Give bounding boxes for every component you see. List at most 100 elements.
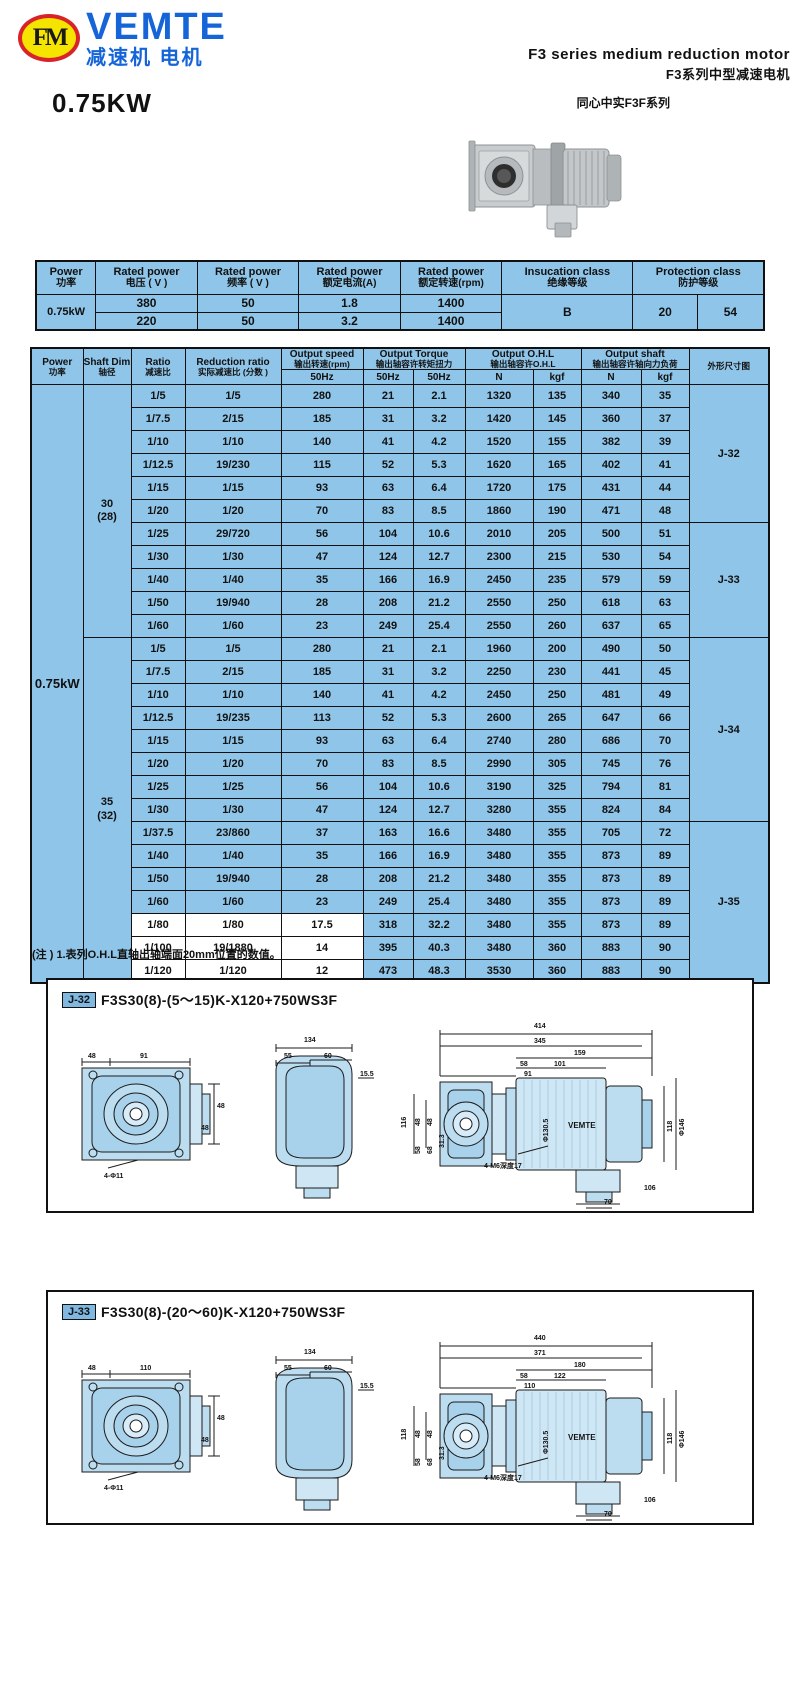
page-title: 0.75KW <box>52 88 152 118</box>
sub-shaft-n: N <box>580 369 642 386</box>
spec-speed-1: 1400 <box>399 293 503 313</box>
ohl-n-value: 1860 <box>464 499 534 524</box>
spec-header-row: Power 功率 Rated power 电压 ( V ) Rated powe… <box>35 260 765 295</box>
dim-118-j32: 118 <box>667 1121 674 1132</box>
dim-58b-j32: 58 <box>415 1146 422 1154</box>
drawing-title-j32: J-32 F3S30(8)-(5～15)K-X120+750WS3F <box>62 990 337 1010</box>
dim-phi305-j32: Φ130.5 <box>543 1119 550 1142</box>
ohl-n-value: 3480 <box>464 867 534 892</box>
reduction-ratio-value: 19/1880 <box>184 936 282 961</box>
drawing-code-j33: F3S30(8)-(20～60)K-X120+750WS3F <box>101 1304 346 1320</box>
shaft-kgf-value: 45 <box>640 660 690 685</box>
shaft-n-value: 705 <box>580 821 642 846</box>
table-row: 1/12.5 19/230 115 52 5.3 1620 165 402 41 <box>31 453 769 478</box>
output-speed-value: 93 <box>280 729 364 754</box>
reduction-ratio-value: 1/15 <box>184 729 282 754</box>
shaft-kgf-value: 59 <box>640 568 690 593</box>
main-col-dim-drawing: 外形尺寸图 <box>688 347 770 386</box>
table-row: 1/30 1/30 47 124 12.7 2300 215 530 54 <box>31 545 769 570</box>
main-col-reduction-ratio: Reduction ratio 实际减速比 (分数 ) <box>184 347 282 386</box>
torque-nm-value: 163 <box>362 821 414 846</box>
main-header-row-top: Power 功率 Shaft Dim 轴径 Ratio 减速比 Reductio… <box>30 347 770 386</box>
ratio-value: 1/25 <box>130 775 186 800</box>
output-speed-value: 93 <box>280 476 364 501</box>
table-row: 1/100 19/1880 14 395 40.3 3480 360 883 90 <box>31 936 769 961</box>
torque-nm-value: 166 <box>362 844 414 869</box>
company-logo: FM VEMTE 减速机 电机 <box>18 8 227 68</box>
shaft-n-value: 745 <box>580 752 642 777</box>
ohl-n-value: 1520 <box>464 430 534 455</box>
ratio-value: 1/20 <box>130 499 186 524</box>
shaft-n-value: 490 <box>580 637 642 662</box>
spec-col-power: Power 功率 <box>35 260 97 295</box>
spec-row-380v: 0.75kW 380 50 1.8 1400 B 20 54 <box>35 293 765 331</box>
reduction-ratio-value: 2/15 <box>184 660 282 685</box>
output-speed-value: 280 <box>280 384 364 409</box>
table-row: 1/25 1/25 56 104 10.6 3190 325 794 81 <box>31 775 769 800</box>
torque-kgfm-value: 16.9 <box>412 568 466 593</box>
sub-ohl-n: N <box>464 369 534 386</box>
dim-mid-a-j32: 134 <box>304 1037 316 1044</box>
dim-left-c-j32: 48 <box>217 1103 225 1110</box>
page-header: FM VEMTE 减速机 电机 0.75KW F3 series medium … <box>0 0 800 130</box>
dim-48b-j33: 48 <box>427 1430 434 1438</box>
dim-313-j33: 31.3 <box>439 1446 446 1460</box>
spec-col-insulation: Insucation class 绝缘等级 <box>501 260 634 295</box>
reduction-ratio-value: 1/40 <box>184 568 282 593</box>
output-speed-value: 17.5 <box>280 913 364 938</box>
ohl-kgf-value: 235 <box>532 568 582 593</box>
torque-kgfm-value: 3.2 <box>412 660 466 685</box>
spec-protection-ip2: 20 <box>632 293 698 331</box>
ohl-kgf-value: 250 <box>532 591 582 616</box>
torque-nm-value: 124 <box>362 798 414 823</box>
dim-code-value: J-34 <box>688 637 770 823</box>
brand-subtitle: 减速机 电机 <box>86 47 204 69</box>
torque-kgfm-value: 2.1 <box>412 384 466 409</box>
ohl-kgf-value: 280 <box>532 729 582 754</box>
shaft-n-value: 360 <box>580 407 642 432</box>
table-row: 1/60 1/60 23 249 25.4 2550 260 637 65 <box>31 614 769 639</box>
shaft-n-value: 824 <box>580 798 642 823</box>
output-speed-value: 70 <box>280 752 364 777</box>
drawing-code-j32: F3S30(8)-(5～15)K-X120+750WS3F <box>101 992 338 1008</box>
output-speed-value: 185 <box>280 407 364 432</box>
torque-kgfm-value: 40.3 <box>412 936 466 961</box>
ratio-value: 1/12.5 <box>130 453 186 478</box>
dim-left-c-j33: 48 <box>217 1415 225 1422</box>
torque-kgfm-value: 16.9 <box>412 844 466 869</box>
reduction-ratio-value: 29/720 <box>184 522 282 547</box>
ohl-n-value: 2990 <box>464 752 534 777</box>
table-row: 1/12.5 19/235 113 52 5.3 2600 265 647 66 <box>31 706 769 731</box>
torque-kgfm-value: 4.2 <box>412 430 466 455</box>
ohl-kgf-value: 190 <box>532 499 582 524</box>
dim-mid-c-j33: 60 <box>324 1365 332 1372</box>
shaft-kgf-value: 35 <box>640 384 690 409</box>
torque-nm-value: 83 <box>362 752 414 777</box>
dim-bolt-j33: 4-M6深度17 <box>484 1473 522 1482</box>
table-row: 1/20 1/20 70 83 8.5 1860 190 471 48 <box>31 499 769 524</box>
reduction-ratio-value: 1/5 <box>184 384 282 409</box>
dim-mid-a-j33: 134 <box>304 1349 316 1356</box>
torque-kgfm-value: 8.5 <box>412 752 466 777</box>
ohl-n-value: 2450 <box>464 568 534 593</box>
ohl-n-value: 3480 <box>464 844 534 869</box>
shaft-n-value: 883 <box>580 936 642 961</box>
series-label-cn: 同心中实F3F系列 <box>576 96 670 110</box>
torque-nm-value: 318 <box>362 913 414 938</box>
dim-68-j33: 68 <box>427 1458 434 1466</box>
shaft-n-value: 481 <box>580 683 642 708</box>
table-row: 1/10 1/10 140 41 4.2 1520 155 382 39 <box>31 430 769 455</box>
ohl-kgf-value: 200 <box>532 637 582 662</box>
table-row: 1/15 1/15 93 63 6.4 1720 175 431 44 <box>31 476 769 501</box>
torque-kgfm-value: 25.4 <box>412 614 466 639</box>
technical-drawing-j33: 48 110 48 48 4-Φ11 134 55 60 15.5 <box>81 1335 686 1521</box>
shaft-kgf-value: 89 <box>640 867 690 892</box>
ratio-value: 1/37.5 <box>130 821 186 846</box>
sub-torque-nm-hz: 50Hz <box>362 369 414 386</box>
dim-180-j33: 180 <box>574 1362 586 1369</box>
table-row: 1/60 1/60 23 249 25.4 3480 355 873 89 <box>31 890 769 915</box>
output-speed-value: 28 <box>280 867 364 892</box>
dim-left-hole-j33: 4-Φ11 <box>104 1485 123 1492</box>
logo-badge-icon: FM <box>18 14 80 62</box>
reduction-ratio-value: 1/30 <box>184 798 282 823</box>
